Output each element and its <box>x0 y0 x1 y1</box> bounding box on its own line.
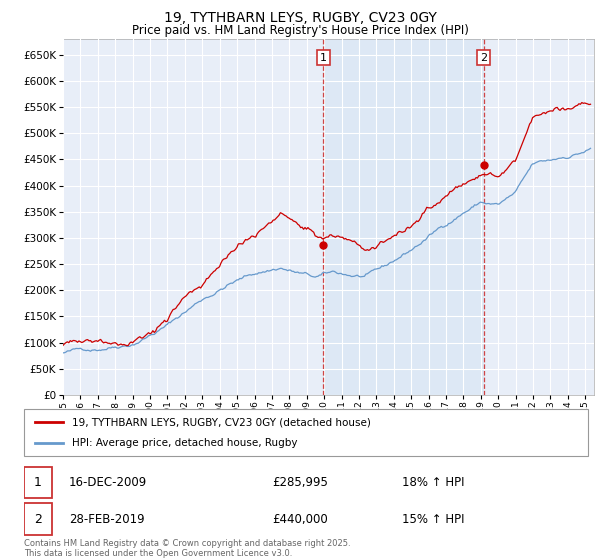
Text: HPI: Average price, detached house, Rugby: HPI: Average price, detached house, Rugb… <box>72 438 298 448</box>
Text: 19, TYTHBARN LEYS, RUGBY, CV23 0GY: 19, TYTHBARN LEYS, RUGBY, CV23 0GY <box>164 11 436 25</box>
FancyBboxPatch shape <box>24 466 52 498</box>
Text: 1: 1 <box>320 53 327 63</box>
Text: Price paid vs. HM Land Registry's House Price Index (HPI): Price paid vs. HM Land Registry's House … <box>131 24 469 36</box>
Text: 28-FEB-2019: 28-FEB-2019 <box>69 512 145 526</box>
FancyBboxPatch shape <box>24 503 52 535</box>
Text: 15% ↑ HPI: 15% ↑ HPI <box>402 512 464 526</box>
Text: 2: 2 <box>480 53 487 63</box>
Text: 1: 1 <box>34 475 42 489</box>
Text: 19, TYTHBARN LEYS, RUGBY, CV23 0GY (detached house): 19, TYTHBARN LEYS, RUGBY, CV23 0GY (deta… <box>72 417 371 427</box>
Text: Contains HM Land Registry data © Crown copyright and database right 2025.
This d: Contains HM Land Registry data © Crown c… <box>24 539 350 558</box>
Text: 2: 2 <box>34 512 42 526</box>
Text: 18% ↑ HPI: 18% ↑ HPI <box>402 475 464 489</box>
Text: £440,000: £440,000 <box>272 512 328 526</box>
Bar <box>323 39 484 395</box>
FancyBboxPatch shape <box>24 409 588 456</box>
Text: 16-DEC-2009: 16-DEC-2009 <box>69 475 148 489</box>
Text: £285,995: £285,995 <box>272 475 328 489</box>
